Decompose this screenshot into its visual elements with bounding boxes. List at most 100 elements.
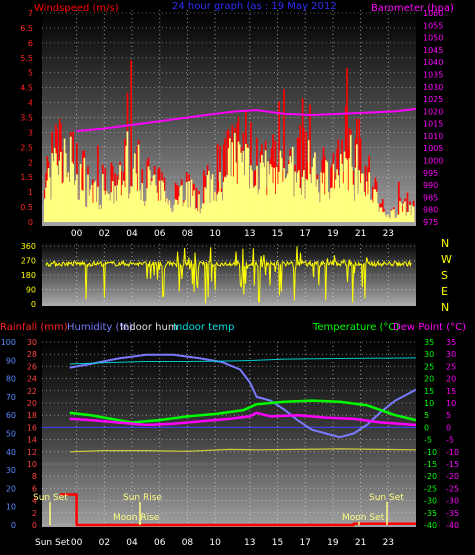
gust-bar — [357, 193, 359, 222]
gust-bar — [330, 188, 332, 222]
temperature-y-tick: -15 — [424, 460, 437, 469]
gust-bar — [259, 162, 262, 222]
wind-bar — [216, 143, 219, 222]
gust-bar — [237, 141, 240, 222]
direction-y-tick: 180 — [21, 271, 36, 280]
temperature-y-tick: 25 — [424, 362, 434, 371]
rain-y-tick: 28 — [27, 350, 37, 359]
temp-series — [60, 353, 417, 527]
gust-bar — [320, 172, 322, 222]
gust-bar — [314, 152, 316, 222]
baro-y-tick: 990 — [423, 181, 438, 190]
direction-y-tick: 270 — [21, 257, 36, 266]
dewpoint-y-tick: -20 — [446, 472, 459, 481]
gust-bar — [242, 150, 245, 222]
gust-bar — [395, 217, 398, 222]
gust-bar — [206, 174, 209, 222]
event-label: Moon Rise — [113, 513, 160, 523]
gust-bar — [159, 200, 162, 222]
gust-bar — [267, 161, 269, 222]
wind-bar — [406, 192, 409, 222]
gust-bar — [111, 181, 114, 222]
gust-bar — [317, 192, 320, 222]
gust-bar — [288, 164, 290, 222]
gust-bar — [369, 200, 372, 222]
temperature-y-tick: 0 — [424, 423, 429, 432]
gust-bar — [138, 190, 141, 222]
wind-bar — [157, 168, 160, 222]
gust-bar — [81, 189, 83, 222]
x-tick-label: 17 — [299, 229, 310, 239]
series-line — [69, 353, 417, 439]
wind-bar — [92, 179, 94, 222]
gust-bar — [56, 165, 58, 222]
gust-bar — [379, 207, 382, 222]
gust-bar — [214, 191, 216, 222]
gust-bar — [153, 174, 156, 222]
gust-bar — [142, 201, 145, 222]
wind-bar — [82, 150, 84, 222]
gust-bar — [385, 216, 388, 222]
gust-bar — [253, 186, 256, 222]
dewpoint-y-tick: -35 — [446, 509, 459, 518]
humidity-y-tick: 50 — [6, 430, 16, 439]
gust-bar — [137, 144, 140, 222]
gust-bar — [64, 153, 67, 222]
chart-title: 24 hour graph (as : 19 May 2012 — [172, 1, 337, 12]
gust-bar — [298, 170, 300, 222]
gust-bar — [375, 191, 378, 222]
x-tick-label: 00 — [71, 538, 83, 548]
x-tick-label: 23 — [383, 229, 394, 239]
gust-bar — [338, 188, 341, 222]
gust-bar — [327, 192, 330, 222]
gust-bar — [410, 215, 412, 222]
wind-bar — [97, 145, 99, 222]
dewpoint-y-ticks: -40 -35 -30 -25 -20 -15 -10 -5 0 5 10 15 20 25 30 35 — [446, 338, 459, 530]
gust-bar — [310, 182, 313, 222]
gust-bar — [278, 171, 280, 222]
x-tick-label: 15 — [272, 229, 283, 239]
event-label: Sun Set — [35, 538, 70, 548]
gust-bar — [388, 216, 390, 222]
gust-bar — [97, 186, 99, 222]
baro-y-tick: 1015 — [423, 120, 443, 129]
gust-bar — [283, 168, 285, 222]
gust-bar — [87, 174, 89, 222]
humidity-y-tick: 60 — [6, 411, 16, 420]
gust-bar — [275, 167, 278, 222]
gust-bar — [404, 201, 406, 222]
gust-bar — [58, 160, 61, 222]
gust-bar — [201, 203, 204, 222]
gust-bar — [309, 174, 311, 222]
gust-bar — [92, 202, 94, 222]
gust-bar — [220, 192, 223, 222]
wind-bar — [347, 149, 350, 222]
temperature-y-tick: -5 — [424, 436, 432, 445]
gust-bar — [269, 164, 272, 222]
gust-bar — [44, 198, 46, 222]
wind-y-tick: 1 — [28, 188, 33, 197]
wind-y-tick: 7 — [28, 9, 33, 18]
gust-bar — [394, 218, 396, 222]
gust-bar — [316, 179, 319, 222]
baro-y-tick: 975 — [423, 218, 438, 227]
gust-bar — [264, 150, 267, 222]
gust-bar — [301, 176, 304, 222]
wind-bar — [274, 140, 277, 222]
gust-bar — [151, 181, 153, 222]
x-tick-label: 13 — [244, 538, 255, 548]
x-tick-label: 06 — [154, 538, 166, 548]
dewpoint-y-tick: -15 — [446, 460, 459, 469]
gust-bar — [352, 184, 354, 222]
wind-bar — [309, 104, 311, 222]
wind-y-tick: 0.5 — [20, 203, 33, 212]
indoor-hum-label: Indoor hum — [120, 322, 178, 333]
gust-bar — [280, 158, 283, 222]
gust-bar — [178, 196, 181, 222]
wind-bar — [299, 124, 301, 222]
gust-bar — [251, 170, 253, 222]
gust-bar — [60, 151, 62, 222]
gust-bar — [356, 144, 358, 222]
gust-bar — [268, 174, 271, 222]
